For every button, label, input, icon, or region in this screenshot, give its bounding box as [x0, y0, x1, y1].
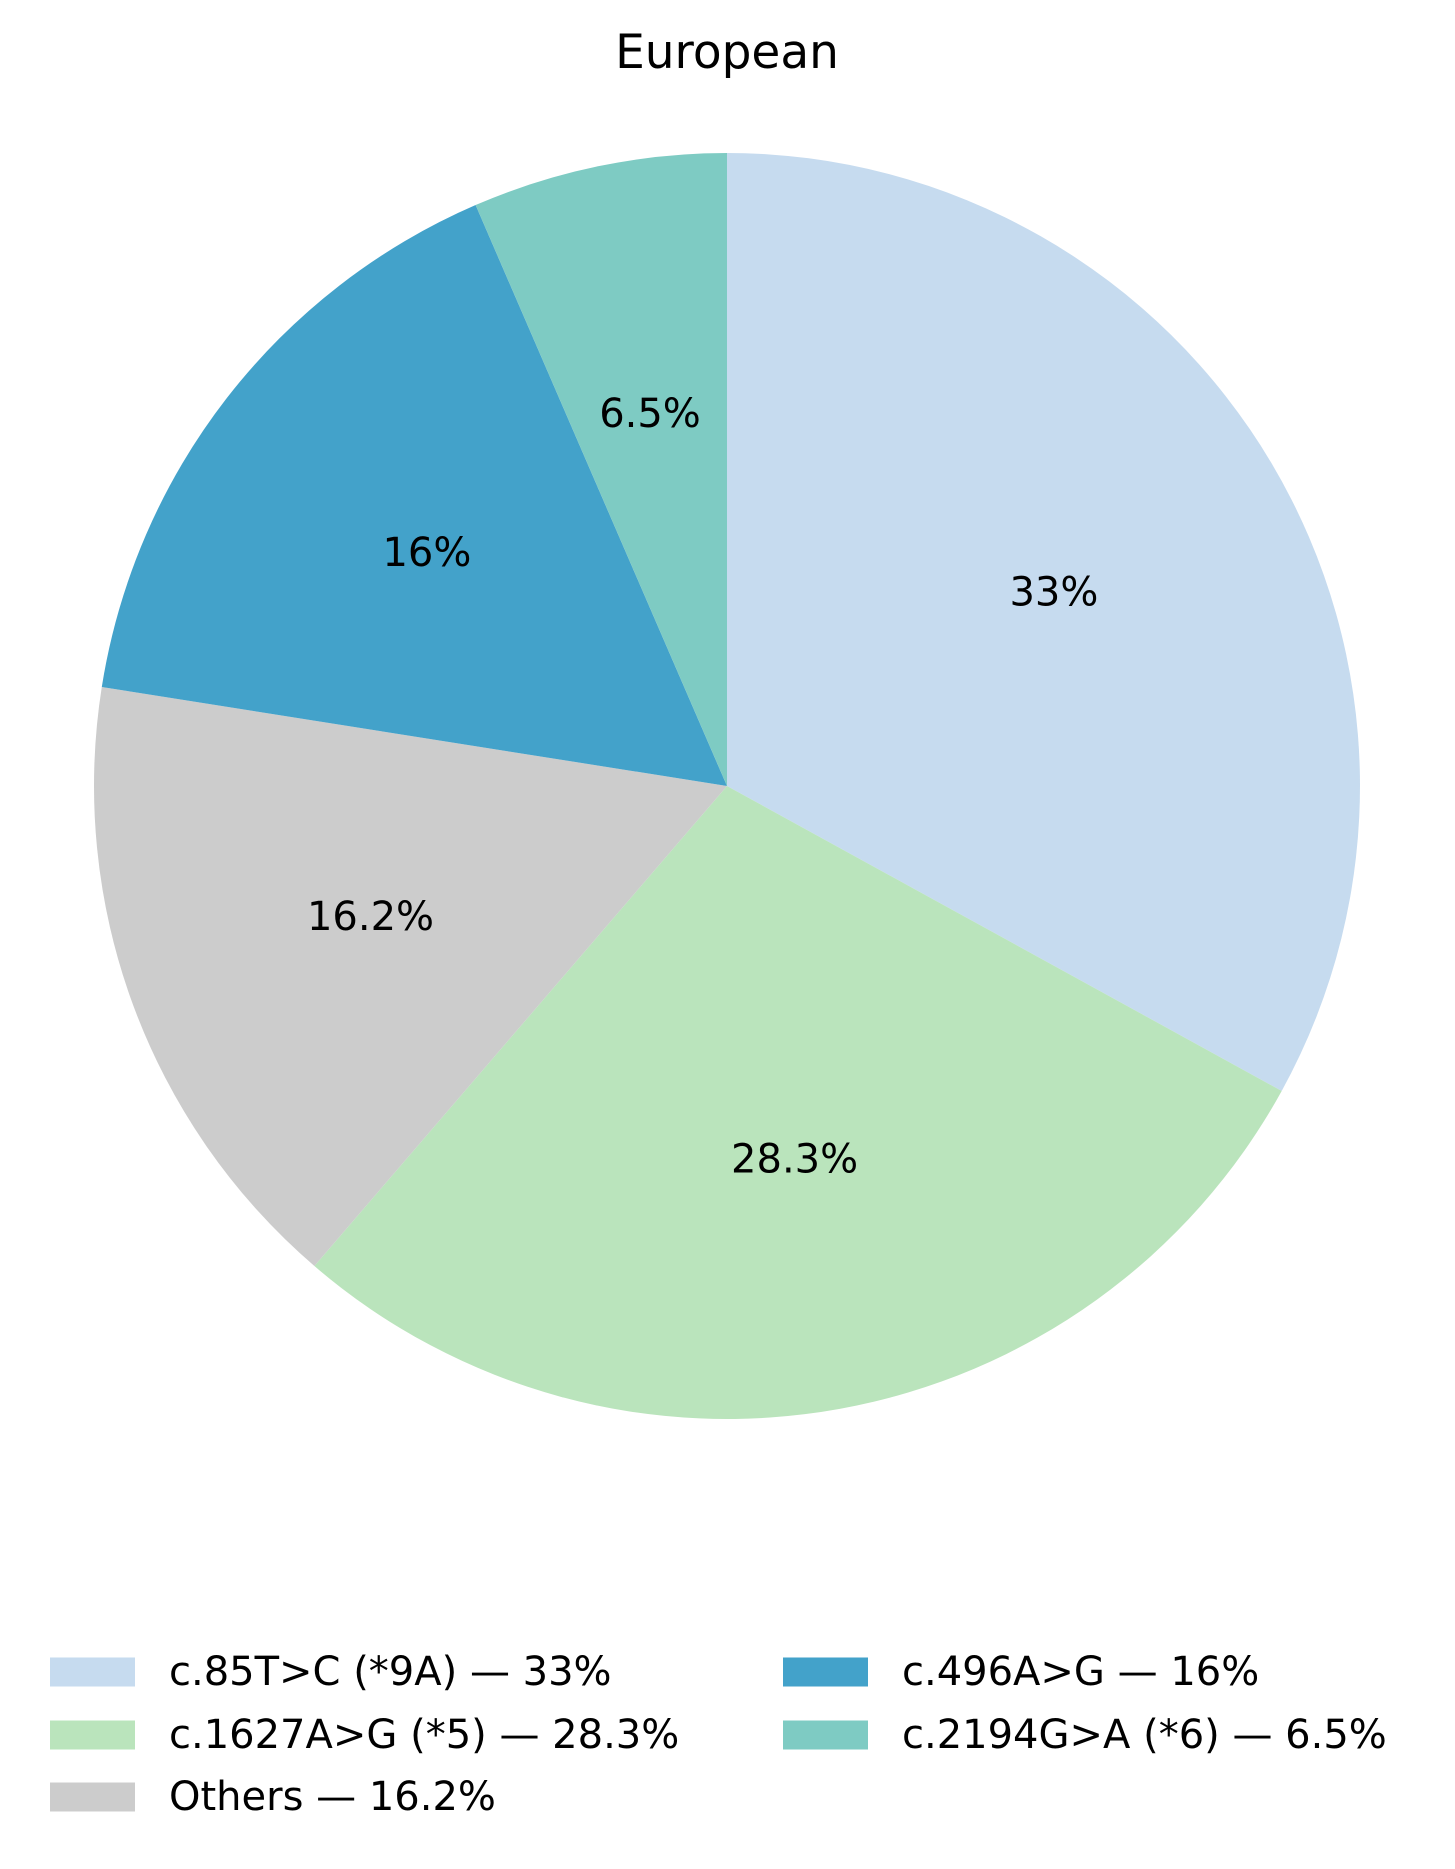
pie-slices [93, 153, 1360, 1419]
chart-title: European [615, 25, 839, 80]
legend-label: Others — 16.2% [169, 1774, 496, 1820]
pie-slice [93, 686, 728, 1267]
legend-swatch [50, 1782, 135, 1812]
pie-slice-labels: 33% 28.3% 16.2% 16% 6.5% [307, 391, 1098, 1183]
legend-label: c.85T>C (*9A) — 33% [169, 1649, 612, 1695]
slice-percentage-label: 28.3% [731, 1137, 858, 1183]
legend-swatch [783, 1657, 868, 1687]
legend-label: c.1627A>G (*5) — 28.3% [169, 1712, 679, 1758]
legend: c.85T>C (*9A) — 33% c.1627A>G (*5) — 28.3… [50, 1649, 1387, 1820]
slice-percentage-label: 6.5% [599, 391, 701, 437]
legend-swatch [50, 1657, 135, 1687]
pie-slice [475, 153, 727, 786]
pie-slice [727, 153, 1360, 1091]
legend-swatch [783, 1720, 868, 1750]
pie-slice [314, 786, 1282, 1419]
legend-label: c.2194G>A (*6) — 6.5% [902, 1712, 1387, 1758]
slice-percentage-label: 16% [382, 530, 471, 576]
legend-label: c.496A>G — 16% [902, 1649, 1259, 1695]
slice-percentage-label: 16.2% [307, 894, 434, 940]
pie-slice [101, 205, 728, 786]
slice-percentage-label: 33% [1009, 570, 1098, 616]
legend-swatch [50, 1720, 135, 1750]
